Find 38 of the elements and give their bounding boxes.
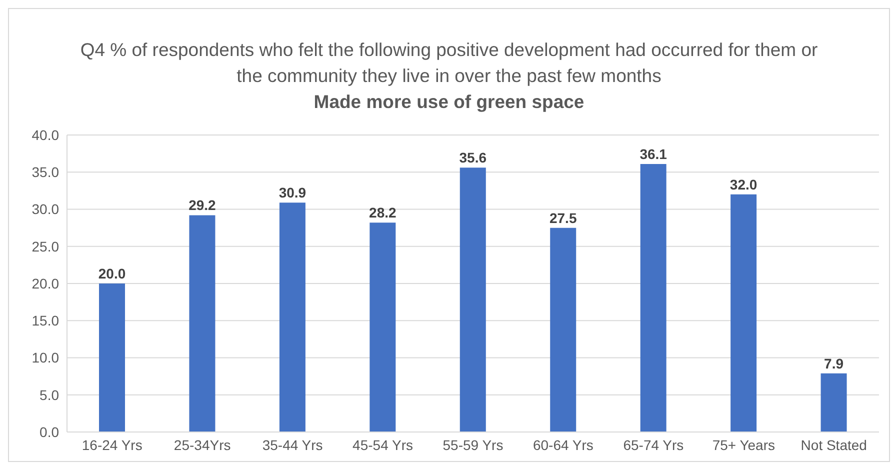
y-tick-label: 40.0 [32, 126, 60, 143]
data-label: 28.2 [369, 204, 397, 221]
bar [550, 228, 576, 432]
data-label: 32.0 [730, 176, 758, 192]
chart-title: Q4 % of respondents who felt the following positive development had occurred for them or the community they live in over the past few months [79, 38, 819, 88]
data-label: 29.2 [188, 197, 216, 214]
bar [189, 215, 216, 432]
y-tick-label: 0.0 [40, 424, 60, 440]
y-tick-label: 15.0 [32, 312, 60, 329]
x-tick-label: 55-59 Yrs [442, 436, 504, 453]
data-label: 20.0 [98, 266, 126, 282]
x-tick-label: 45-54 Yrs [352, 436, 414, 453]
data-label: 27.5 [549, 210, 577, 226]
data-label: 36.1 [640, 146, 668, 162]
x-tick-label: 65-74 Yrs [623, 436, 684, 453]
x-tick-label: 25-34Yrs [174, 436, 231, 453]
y-tick-label: 30.0 [32, 201, 60, 218]
bar [640, 164, 666, 432]
chart-subtitle: Made more use of green space [312, 90, 586, 114]
y-tick-label: 25.0 [32, 238, 60, 254]
y-tick-label: 5.0 [40, 386, 60, 403]
x-tick-label: 35-44 Yrs [262, 436, 323, 453]
y-tick-label: 10.0 [32, 350, 60, 366]
bar [370, 222, 396, 432]
y-tick-label: 35.0 [32, 164, 60, 180]
data-label: 35.6 [459, 150, 487, 166]
bar [279, 202, 306, 432]
x-tick-label: Not Stated [800, 436, 867, 453]
bar [99, 284, 125, 432]
bar [730, 194, 757, 432]
y-tick-label: 20.0 [32, 275, 60, 292]
data-label: 30.9 [278, 184, 306, 201]
data-label: 7.9 [824, 355, 844, 372]
x-tick-label: 16-24 Yrs [82, 436, 142, 453]
bar [820, 373, 847, 432]
bar [460, 168, 486, 432]
x-tick-label: 75+ Years [712, 436, 776, 453]
x-tick-label: 60-64 Yrs [532, 436, 594, 453]
